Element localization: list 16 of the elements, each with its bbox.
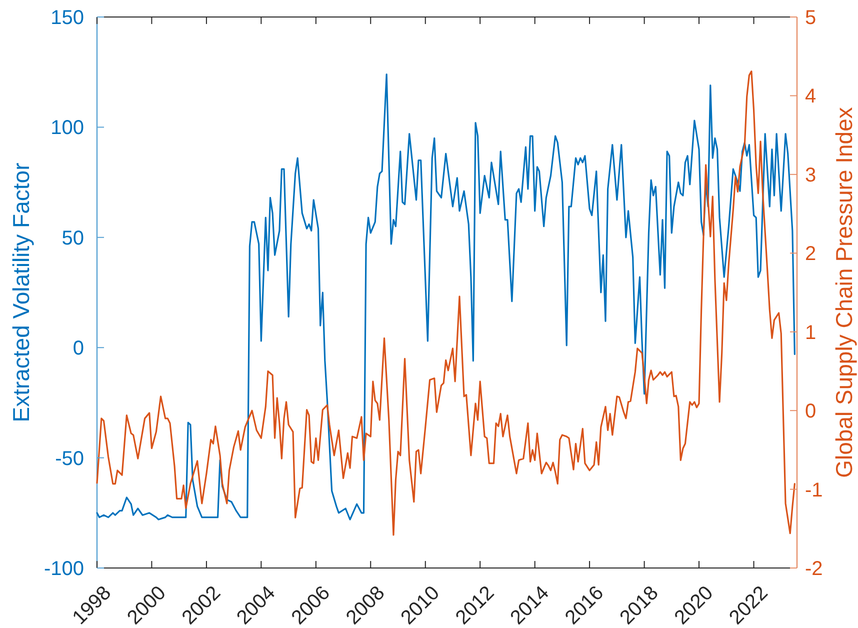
y2-tick-label: 5 <box>805 7 816 29</box>
y-tick-label: -50 <box>55 448 84 470</box>
y-axis-title: Extracted Volatility Factor <box>8 162 34 422</box>
y2-tick-label: 0 <box>805 400 816 423</box>
y-tick-label: -100 <box>44 558 84 580</box>
y2-tick-label: 2 <box>805 243 816 266</box>
y-tick-label: 150 <box>50 7 84 29</box>
y2-axis-title: Global Supply Chain Pressure Index <box>831 106 857 478</box>
y-tick-label: 0 <box>72 338 84 360</box>
y-tick-label: 100 <box>50 117 84 140</box>
y2-tick-label: 3 <box>805 164 816 186</box>
y-tick-label: 50 <box>62 227 84 250</box>
y2-tick-label: -2 <box>805 558 823 580</box>
y2-tick-label: 4 <box>805 86 816 108</box>
y2-tick-label: -1 <box>805 479 823 502</box>
y2-tick-label: 1 <box>805 322 816 344</box>
